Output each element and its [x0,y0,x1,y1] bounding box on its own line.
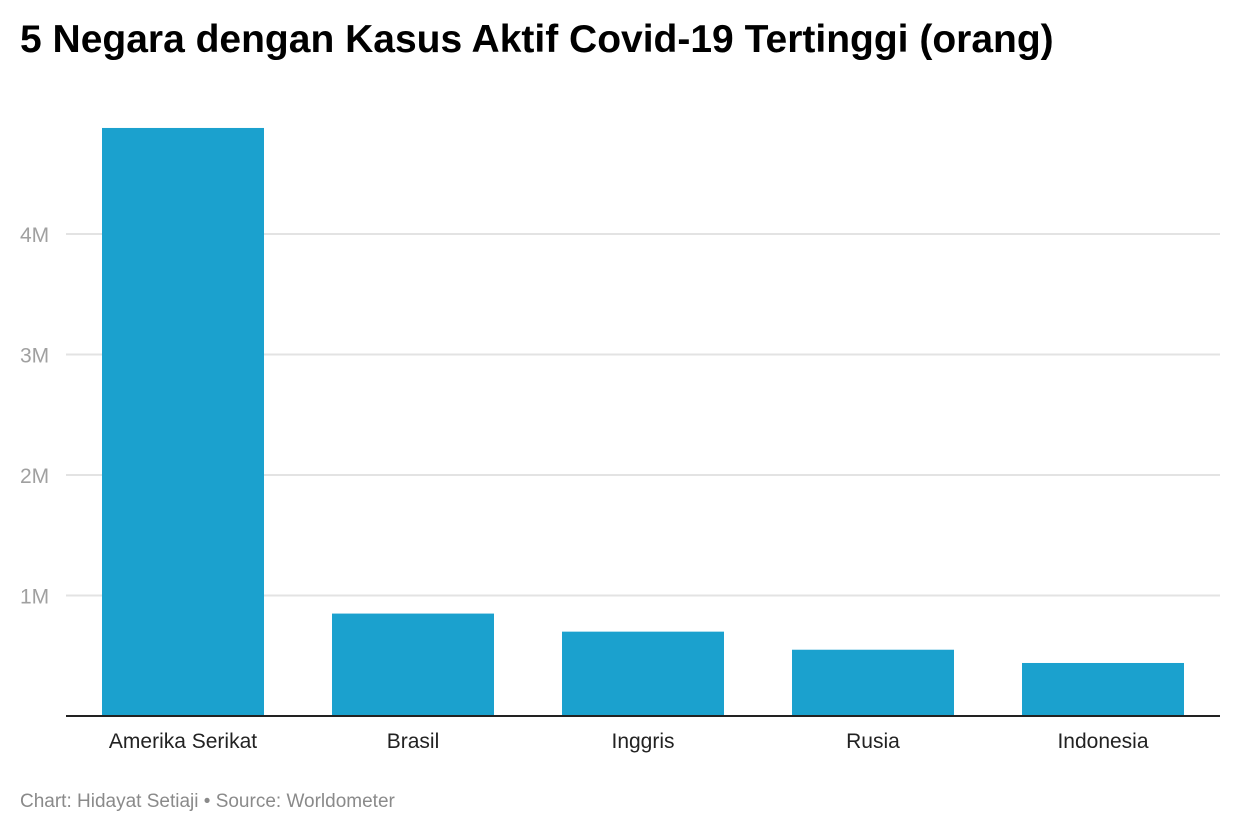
y-axis-ticks: 1M 2M 3M 4M [20,224,49,609]
x-tick-label: Brasil [387,730,440,753]
chart-source: Source: Worldometer [215,791,395,812]
bar [102,127,264,716]
chart-title: 5 Negara dengan Kasus Aktif Covid-19 Ter… [20,18,1054,61]
chart-credit: Chart: Hidayat Setiaji [20,791,199,812]
y-tick-label: 2M [20,465,49,488]
x-tick-label: Amerika Serikat [109,730,257,753]
bar [562,631,724,716]
x-tick-label: Indonesia [1057,730,1148,753]
x-axis-labels: Amerika Serikat Brasil Inggris Rusia Indones… [109,730,1149,753]
y-tick-label: 1M [20,586,49,609]
bar [792,649,954,716]
y-tick-label: 4M [20,224,49,247]
bar [1022,662,1184,716]
chart-footer: Chart: Hidayat Setiaji • Source: Worldom… [20,791,395,813]
bar [332,613,494,716]
footer-separator: • [203,791,211,812]
x-tick-label: Inggris [611,730,674,753]
x-tick-label: Rusia [846,730,900,753]
bars [102,127,1184,716]
y-tick-label: 3M [20,345,49,368]
